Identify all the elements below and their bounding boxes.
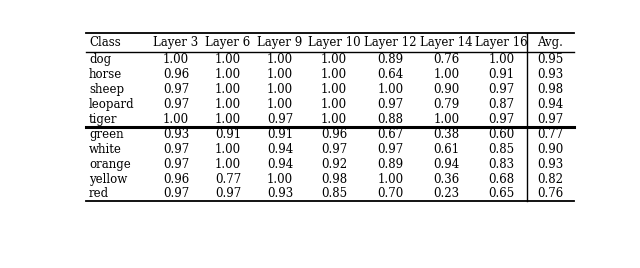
Text: 1.00: 1.00	[488, 53, 515, 66]
Text: 0.76: 0.76	[538, 187, 564, 200]
Text: sheep: sheep	[89, 83, 124, 96]
Text: 1.00: 1.00	[267, 68, 293, 81]
Text: 0.67: 0.67	[378, 128, 404, 141]
Text: 0.93: 0.93	[267, 187, 293, 200]
Text: 0.68: 0.68	[488, 173, 515, 185]
Text: horse: horse	[89, 68, 122, 81]
Text: 1.00: 1.00	[163, 53, 189, 66]
Text: Layer 6: Layer 6	[205, 36, 250, 49]
Text: 0.79: 0.79	[434, 98, 460, 111]
Text: Layer 12: Layer 12	[364, 36, 417, 49]
Text: 0.97: 0.97	[163, 158, 189, 171]
Text: 0.23: 0.23	[434, 187, 460, 200]
Text: 1.00: 1.00	[215, 158, 241, 171]
Text: 1.00: 1.00	[321, 98, 347, 111]
Text: 1.00: 1.00	[321, 53, 347, 66]
Text: 0.38: 0.38	[434, 128, 460, 141]
Text: 0.60: 0.60	[488, 128, 515, 141]
Text: 0.87: 0.87	[488, 98, 515, 111]
Text: 0.61: 0.61	[434, 143, 460, 156]
Text: 1.00: 1.00	[215, 68, 241, 81]
Text: 0.90: 0.90	[434, 83, 460, 96]
Text: 0.83: 0.83	[488, 158, 515, 171]
Text: 0.97: 0.97	[163, 187, 189, 200]
Text: 1.00: 1.00	[267, 173, 293, 185]
Text: 0.94: 0.94	[538, 98, 564, 111]
Text: 0.94: 0.94	[267, 158, 293, 171]
Text: 0.97: 0.97	[163, 83, 189, 96]
Text: 0.91: 0.91	[215, 128, 241, 141]
Text: Layer 16: Layer 16	[475, 36, 527, 49]
Text: 0.76: 0.76	[434, 53, 460, 66]
Text: 0.82: 0.82	[538, 173, 563, 185]
Text: 0.93: 0.93	[538, 158, 564, 171]
Text: 0.93: 0.93	[538, 68, 564, 81]
Text: 0.97: 0.97	[488, 113, 515, 126]
Text: 0.96: 0.96	[163, 173, 189, 185]
Text: 1.00: 1.00	[163, 113, 189, 126]
Text: 0.65: 0.65	[488, 187, 515, 200]
Text: 1.00: 1.00	[434, 68, 460, 81]
Text: 1.00: 1.00	[378, 173, 403, 185]
Text: 0.96: 0.96	[163, 68, 189, 81]
Text: orange: orange	[89, 158, 131, 171]
Text: 0.97: 0.97	[538, 113, 564, 126]
Text: 0.97: 0.97	[163, 98, 189, 111]
Text: 1.00: 1.00	[378, 83, 403, 96]
Text: 0.90: 0.90	[538, 143, 564, 156]
Text: 0.97: 0.97	[321, 143, 347, 156]
Text: 0.64: 0.64	[378, 68, 404, 81]
Text: Layer 9: Layer 9	[257, 36, 303, 49]
Text: 0.77: 0.77	[538, 128, 564, 141]
Text: Layer 3: Layer 3	[153, 36, 198, 49]
Text: 1.00: 1.00	[215, 53, 241, 66]
Text: 1.00: 1.00	[215, 83, 241, 96]
Text: 0.97: 0.97	[163, 143, 189, 156]
Text: 0.97: 0.97	[378, 143, 404, 156]
Text: 0.95: 0.95	[538, 53, 564, 66]
Text: 0.77: 0.77	[215, 173, 241, 185]
Text: 0.94: 0.94	[434, 158, 460, 171]
Text: white: white	[89, 143, 122, 156]
Text: 0.98: 0.98	[538, 83, 564, 96]
Text: 0.92: 0.92	[321, 158, 347, 171]
Text: 0.97: 0.97	[267, 113, 293, 126]
Text: 1.00: 1.00	[267, 83, 293, 96]
Text: 0.97: 0.97	[215, 187, 241, 200]
Text: 1.00: 1.00	[215, 143, 241, 156]
Text: 0.91: 0.91	[267, 128, 293, 141]
Text: 0.85: 0.85	[321, 187, 347, 200]
Text: 0.89: 0.89	[378, 53, 403, 66]
Text: 1.00: 1.00	[321, 68, 347, 81]
Text: 0.97: 0.97	[488, 83, 515, 96]
Text: 0.88: 0.88	[378, 113, 403, 126]
Text: red: red	[89, 187, 109, 200]
Text: 0.96: 0.96	[321, 128, 347, 141]
Text: 0.94: 0.94	[267, 143, 293, 156]
Text: 0.85: 0.85	[488, 143, 515, 156]
Text: 0.36: 0.36	[434, 173, 460, 185]
Text: 1.00: 1.00	[215, 113, 241, 126]
Text: Avg.: Avg.	[538, 36, 563, 49]
Text: Class: Class	[89, 36, 121, 49]
Text: 1.00: 1.00	[267, 98, 293, 111]
Text: 0.98: 0.98	[321, 173, 347, 185]
Text: 1.00: 1.00	[267, 53, 293, 66]
Text: 0.70: 0.70	[378, 187, 404, 200]
Text: Layer 14: Layer 14	[420, 36, 473, 49]
Text: 0.91: 0.91	[488, 68, 515, 81]
Text: Layer 10: Layer 10	[308, 36, 360, 49]
Text: 1.00: 1.00	[434, 113, 460, 126]
Text: 0.97: 0.97	[378, 98, 404, 111]
Text: leopard: leopard	[89, 98, 134, 111]
Text: 0.93: 0.93	[163, 128, 189, 141]
Text: tiger: tiger	[89, 113, 117, 126]
Text: 0.89: 0.89	[378, 158, 403, 171]
Text: 1.00: 1.00	[321, 83, 347, 96]
Text: 1.00: 1.00	[321, 113, 347, 126]
Text: 1.00: 1.00	[215, 98, 241, 111]
Text: green: green	[89, 128, 124, 141]
Text: dog: dog	[89, 53, 111, 66]
Text: yellow: yellow	[89, 173, 127, 185]
